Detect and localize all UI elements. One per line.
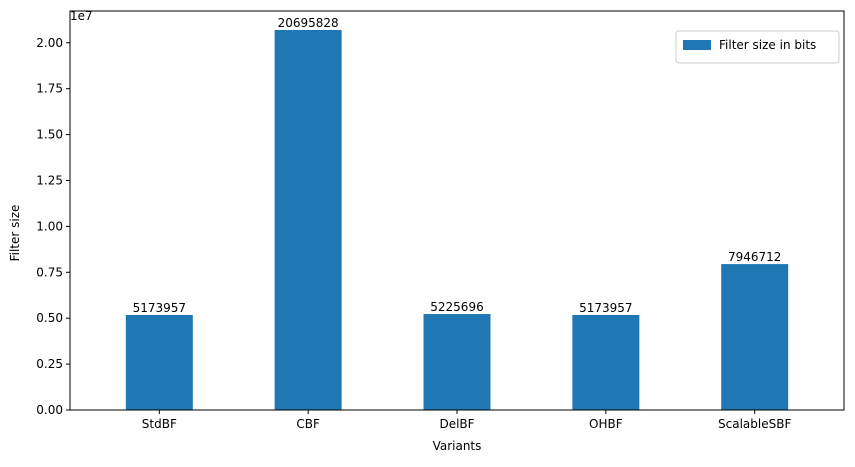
x-tick-label: StdBF [142,417,177,431]
bar-value-label: 5173957 [579,301,632,315]
y-tick-label: 0.25 [36,357,63,371]
bar-labels-layer: 5173957 20695828 5225696 5173957 7946712 [133,16,782,315]
y-tick-label: 0.75 [36,265,63,279]
x-tick-label: CBF [296,417,320,431]
y-tick-label: 1.50 [36,128,63,142]
y-tick-label: 1.25 [36,173,63,187]
x-axis-title: Variants [433,439,482,453]
x-tick-label: DelBF [439,417,474,431]
y-tick-label: 0.00 [36,403,63,417]
bar-value-label: 7946712 [728,250,781,264]
legend-frame [675,30,840,64]
y-tick-label: 0.50 [36,311,63,325]
legend-swatch [683,40,711,50]
bar-stdbf [125,314,193,410]
x-tick-label: ScalableSBF [718,417,791,431]
y-tick-label: 1.00 [36,219,63,233]
ticks-layer: 0.00 0.25 0.50 0.75 1.00 1.25 1.50 1.75 2.00 StdB… [36,36,791,431]
legend-label: Filter size in bits [719,38,816,52]
y-axis-title: Filter size [8,205,22,262]
y-tick-label: 1.75 [36,82,63,96]
bar-scalablesbf [721,264,789,410]
bar-value-label: 5173957 [133,301,186,315]
bar-delbf [423,314,491,410]
y-tick-label: 2.00 [36,36,63,50]
y-axis-offset-label: 1e7 [70,9,93,23]
bar-cbf [274,29,342,411]
bar-ohbf [572,314,640,410]
legend: Filter size in bits [675,30,840,64]
bar-value-label: 5225696 [430,300,483,314]
bar-value-label: 20695828 [278,16,339,30]
bars-layer [125,29,789,411]
x-tick-label: OHBF [589,417,623,431]
